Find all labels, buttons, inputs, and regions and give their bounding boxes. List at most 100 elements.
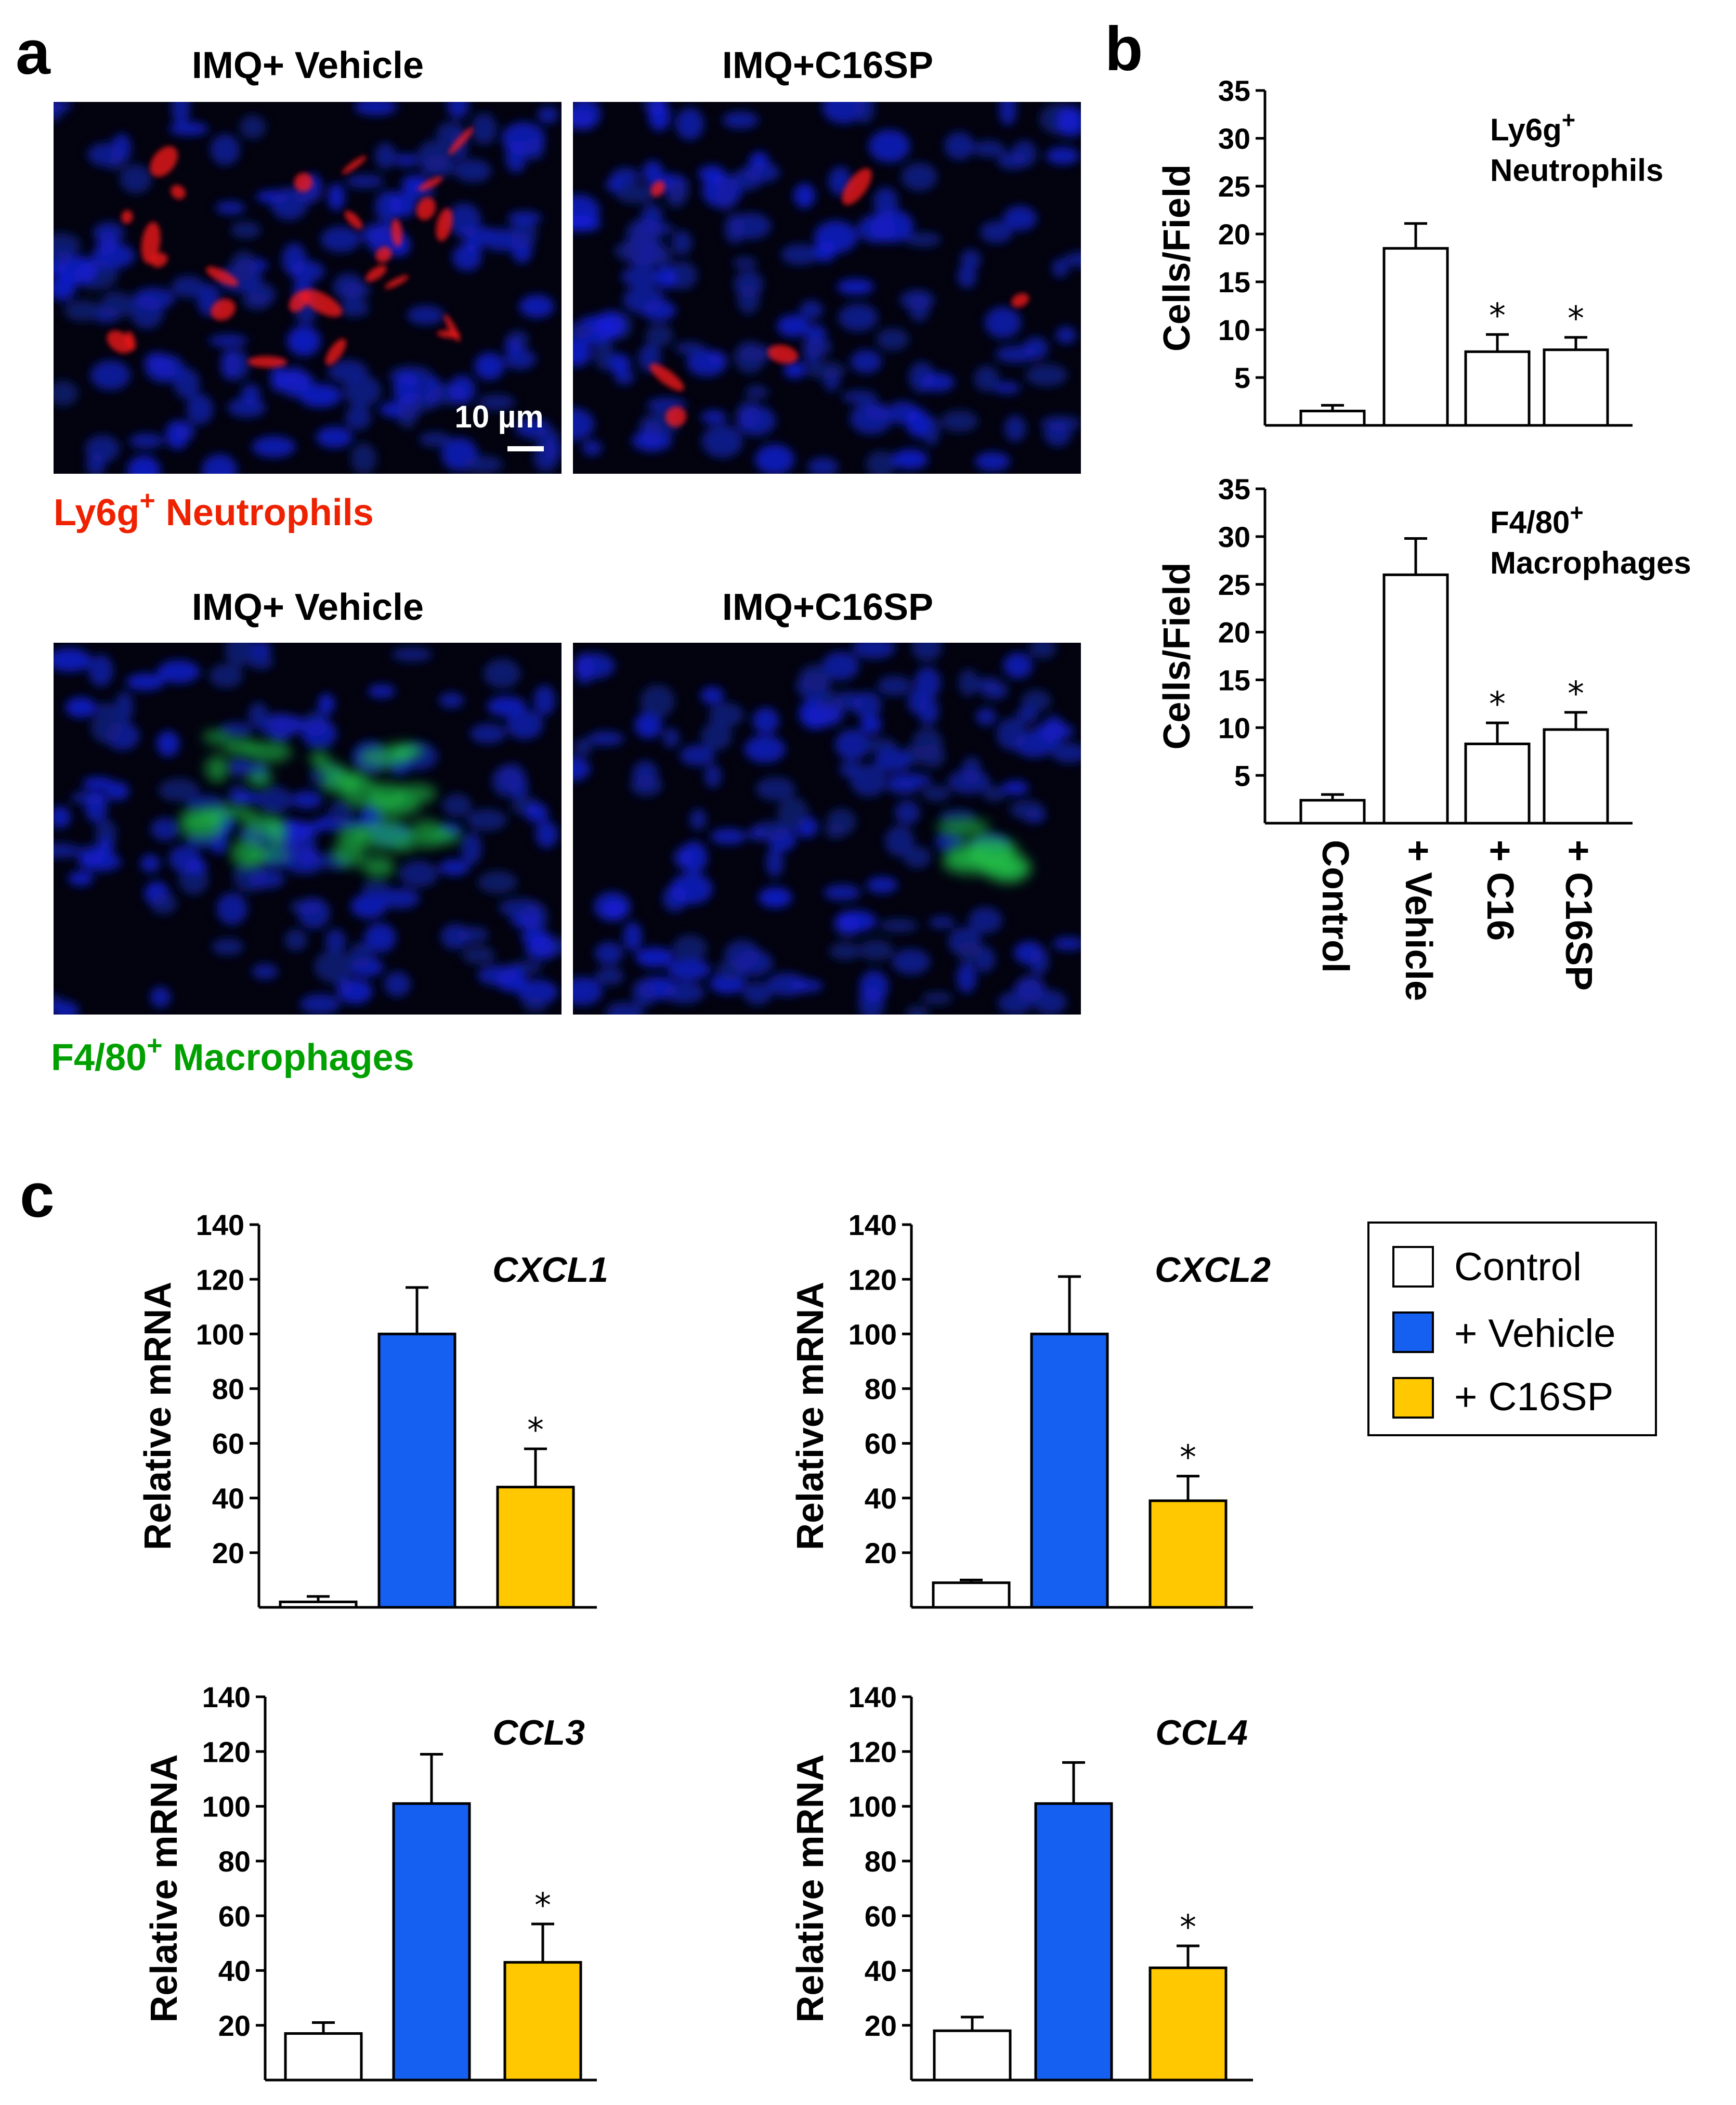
nucleus bbox=[807, 705, 843, 726]
bar bbox=[1464, 350, 1531, 427]
y-tick-label: 5 bbox=[1234, 361, 1250, 394]
nucleus bbox=[470, 723, 506, 744]
nucleus bbox=[1056, 106, 1081, 137]
nucleus bbox=[734, 341, 765, 374]
nucleus bbox=[877, 675, 911, 696]
nucleus bbox=[298, 898, 330, 929]
neutrophil-stain bbox=[344, 211, 363, 229]
chart-title-line2: Neutrophils bbox=[1490, 153, 1663, 188]
nucleus bbox=[859, 939, 893, 961]
col-header-vehicle-top: IMQ+ Vehicle bbox=[192, 45, 424, 86]
nucleus bbox=[789, 979, 824, 993]
nucleus bbox=[299, 994, 341, 1015]
nucleus bbox=[606, 177, 624, 193]
nucleus bbox=[941, 410, 978, 432]
nucleus bbox=[454, 159, 491, 183]
nucleus bbox=[325, 928, 346, 954]
nucleus bbox=[857, 214, 896, 243]
nucleus bbox=[715, 177, 736, 210]
y-tick-label: 35 bbox=[1218, 74, 1250, 107]
y-tick-label: 120 bbox=[196, 1263, 244, 1296]
nucleus bbox=[1016, 705, 1038, 724]
neutrophil-stain bbox=[206, 266, 239, 287]
nucleus bbox=[506, 330, 529, 347]
nucleus bbox=[291, 790, 323, 809]
y-tick-label: 80 bbox=[865, 1373, 897, 1406]
nucleus bbox=[680, 841, 708, 874]
nucleus bbox=[670, 873, 713, 905]
nucleus bbox=[894, 800, 920, 825]
nucleus bbox=[906, 1005, 929, 1015]
nucleus bbox=[983, 786, 1006, 802]
legend-swatch-control bbox=[1392, 1246, 1434, 1288]
neutrophil-stain bbox=[211, 298, 236, 321]
nucleus bbox=[868, 129, 910, 163]
nucleus bbox=[64, 300, 101, 321]
nucleus bbox=[232, 791, 263, 804]
bar bbox=[503, 1961, 582, 2082]
nucleus bbox=[240, 115, 266, 139]
nucleus bbox=[997, 151, 1026, 170]
nucleus bbox=[287, 326, 321, 356]
macrophage-stain bbox=[362, 855, 395, 878]
nucleus bbox=[606, 1002, 644, 1015]
nucleus bbox=[474, 352, 505, 380]
significance-star: * bbox=[1180, 1439, 1196, 1477]
nucleus bbox=[54, 843, 81, 858]
nucleus bbox=[471, 113, 497, 145]
nucleus bbox=[996, 718, 1027, 750]
bar bbox=[932, 1581, 1011, 1609]
nucleus bbox=[573, 322, 593, 340]
nucleus bbox=[438, 859, 470, 876]
nucleus bbox=[956, 962, 977, 993]
nucleus bbox=[225, 643, 254, 667]
y-tick-label: 10 bbox=[1218, 314, 1250, 346]
y-tick-label: 60 bbox=[865, 1427, 897, 1460]
nucleus bbox=[855, 102, 874, 124]
bar bbox=[279, 1600, 358, 1609]
nucleus bbox=[298, 384, 342, 408]
macrophage-stain bbox=[309, 749, 330, 769]
y-tick-label: 100 bbox=[202, 1790, 251, 1823]
nucleus bbox=[922, 992, 953, 1005]
nucleus bbox=[573, 216, 601, 232]
nucleus bbox=[505, 140, 527, 173]
nucleus bbox=[378, 888, 420, 909]
significance-star: * bbox=[1568, 675, 1584, 713]
nucleus bbox=[115, 691, 134, 722]
nucleus bbox=[477, 965, 516, 986]
y-tick-label: 25 bbox=[1218, 568, 1250, 601]
category-label: + C16SP bbox=[1558, 840, 1599, 991]
nucleus bbox=[133, 287, 175, 310]
nucleus bbox=[344, 374, 381, 407]
nucleus bbox=[632, 979, 656, 1007]
nucleus bbox=[492, 765, 520, 797]
nucleus bbox=[65, 697, 97, 718]
y-tick-label: 60 bbox=[218, 1900, 251, 1932]
panel-letter-c: c bbox=[20, 1161, 55, 1230]
nucleus bbox=[1046, 147, 1080, 165]
nucleus bbox=[984, 307, 1021, 339]
y-axis-label: Relative mRNA bbox=[790, 1282, 831, 1550]
neutrophil-stain bbox=[842, 168, 872, 205]
nucleus bbox=[1003, 205, 1037, 231]
nucleus bbox=[333, 273, 364, 301]
nucleus bbox=[860, 716, 882, 734]
y-tick-label: 40 bbox=[865, 1955, 897, 1987]
chart-title-sup: + bbox=[1562, 107, 1575, 133]
nucleus bbox=[349, 942, 372, 968]
nucleus bbox=[523, 996, 547, 1012]
neutrophil-stain bbox=[325, 339, 346, 366]
nuclei-layer bbox=[54, 643, 562, 1015]
chart-cxcl2-mrna: 20 40 60 80 100 120 140 Relative mRNA * CXCL2 bbox=[790, 1209, 1271, 1609]
bar bbox=[1034, 1802, 1113, 2082]
nuclei-layer bbox=[573, 102, 1081, 474]
nucleus bbox=[462, 456, 503, 474]
nucleus bbox=[957, 265, 977, 289]
nucleus bbox=[874, 748, 912, 772]
nucleus bbox=[975, 452, 1010, 472]
nucleus bbox=[519, 294, 554, 318]
significance-star: * bbox=[1568, 300, 1584, 339]
legend-label-control: Control bbox=[1454, 1245, 1582, 1289]
nucleus bbox=[907, 689, 928, 714]
